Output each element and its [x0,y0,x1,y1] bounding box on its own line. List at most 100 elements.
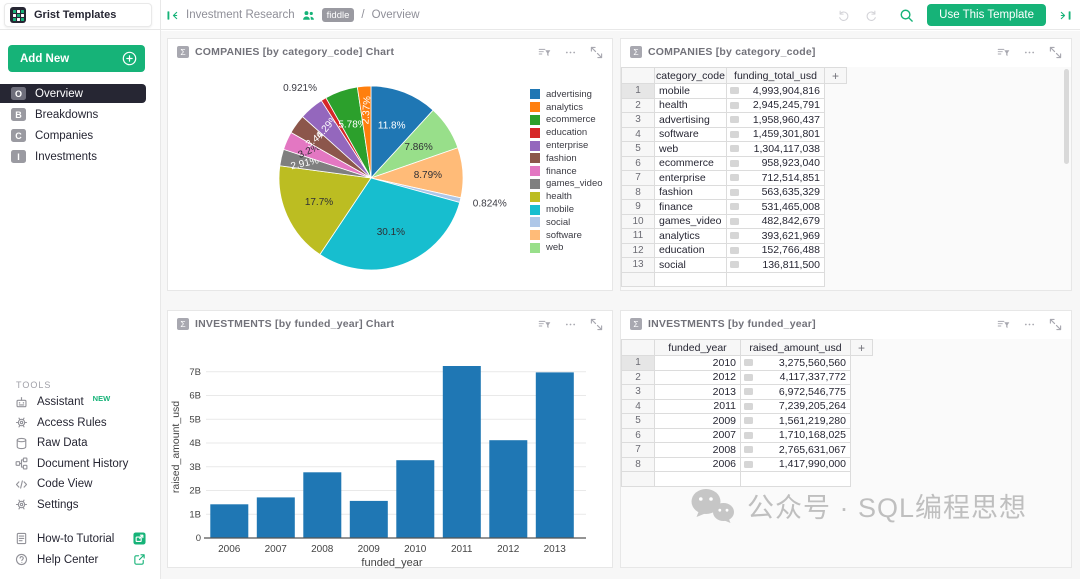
row-number[interactable]: 9 [621,200,655,215]
panel-header[interactable]: Σ COMPANIES [by category_code] Chart [168,39,612,65]
row-number[interactable]: 4 [621,127,655,142]
bar-2007[interactable] [256,497,295,538]
row-number[interactable]: 1 [621,356,655,371]
cell-category-code[interactable]: web [655,142,727,157]
tool-code-view[interactable]: Code View [0,474,160,495]
cell-category-code[interactable]: finance [655,200,727,215]
bar-2013[interactable] [535,372,574,538]
row-number[interactable]: 4 [621,399,655,414]
cell-funded-year[interactable]: 2006 [655,457,741,472]
empty-cell[interactable] [655,472,741,487]
legend-item-software[interactable]: software [530,229,603,242]
row-number[interactable]: 5 [621,142,655,157]
panel-header[interactable]: Σ COMPANIES [by category_code] [621,39,1071,65]
menu-dots-icon[interactable] [564,46,577,59]
cell-raised-amount-usd[interactable]: 1,561,219,280 [741,414,851,429]
row-number[interactable]: 13 [621,258,655,273]
add-column-button[interactable]: + [825,67,847,84]
cell-funding-total-usd[interactable]: 152,766,488 [727,243,825,258]
app-logo[interactable]: Grist Templates [4,3,152,27]
investments-grid[interactable]: funded_year raised_amount_usd +1 2010 3,275,… [621,339,1071,567]
column-header-funding-total-usd[interactable]: funding_total_usd [727,67,825,84]
expand-icon[interactable] [590,46,603,59]
open-left-panel-icon[interactable] [166,9,179,22]
doc-badge[interactable]: fiddle [321,8,355,22]
cell-category-code[interactable]: games_video [655,214,727,229]
breadcrumb-page[interactable]: Overview [371,9,420,21]
cell-funding-total-usd[interactable]: 1,459,301,801 [727,127,825,142]
row-number[interactable]: 11 [621,229,655,244]
search-icon[interactable] [899,8,914,23]
open-right-panel-icon[interactable] [1059,9,1072,22]
cell-category-code[interactable]: education [655,243,727,258]
legend-item-health[interactable]: health [530,190,603,203]
row-number[interactable]: 7 [621,171,655,186]
legend-item-education[interactable]: education [530,126,603,139]
cell-funded-year[interactable]: 2011 [655,399,741,414]
cell-category-code[interactable]: health [655,98,727,113]
tool-document-history[interactable]: Document History [0,454,160,475]
expand-icon[interactable] [1049,46,1062,59]
menu-dots-icon[interactable] [564,318,577,331]
row-number[interactable]: 3 [621,385,655,400]
redo-icon[interactable] [864,8,878,22]
row-number-header[interactable] [621,339,655,356]
cell-funding-total-usd[interactable]: 958,923,040 [727,156,825,171]
menu-dots-icon[interactable] [1023,318,1036,331]
bar-2011[interactable] [442,366,481,538]
cell-raised-amount-usd[interactable]: 4,117,337,772 [741,370,851,385]
sort-filter-icon[interactable] [997,318,1010,331]
bar-2008[interactable] [303,472,342,538]
menu-dots-icon[interactable] [1023,46,1036,59]
use-this-template-button[interactable]: Use This Template [927,4,1046,26]
new-row[interactable] [621,472,1071,487]
cell-funded-year[interactable]: 2007 [655,428,741,443]
cell-funded-year[interactable]: 2010 [655,356,741,371]
cell-funding-total-usd[interactable]: 1,958,960,437 [727,113,825,128]
cell-funding-total-usd[interactable]: 4,993,904,816 [727,84,825,99]
cell-category-code[interactable]: analytics [655,229,727,244]
row-number[interactable]: 10 [621,214,655,229]
cell-raised-amount-usd[interactable]: 1,710,168,025 [741,428,851,443]
empty-cell[interactable] [727,272,825,287]
pie-slice-mobile[interactable] [319,177,461,271]
video-popout-icon[interactable] [133,532,146,545]
row-number[interactable]: 7 [621,443,655,458]
bar-2006[interactable] [210,504,249,538]
pie-slice-analytics[interactable] [356,85,372,179]
legend-item-advertising[interactable]: advertising [530,88,603,101]
add-new-button[interactable]: Add New [8,45,145,72]
cell-category-code[interactable]: mobile [655,84,727,99]
tool-raw-data[interactable]: Raw Data [0,433,160,454]
cell-category-code[interactable]: social [655,258,727,273]
row-number[interactable]: 1 [621,84,655,99]
cell-raised-amount-usd[interactable]: 3,275,560,560 [741,356,851,371]
pie-slice-advertising[interactable] [370,85,434,180]
column-header-funded-year[interactable]: funded_year [655,339,741,356]
column-header-raised-amount-usd[interactable]: raised_amount_usd [741,339,851,356]
cell-funded-year[interactable]: 2012 [655,370,741,385]
undo-icon[interactable] [837,8,851,22]
empty-cell[interactable] [741,472,851,487]
cell-funded-year[interactable]: 2008 [655,443,741,458]
tool-settings[interactable]: Settings [0,495,160,516]
vertical-scrollbar[interactable] [1064,69,1069,164]
sort-filter-icon[interactable] [997,46,1010,59]
row-number[interactable]: 6 [621,428,655,443]
empty-cell[interactable] [655,272,727,287]
row-number[interactable]: 2 [621,98,655,113]
footer-help-center[interactable]: Help Center [0,549,160,570]
sort-filter-icon[interactable] [538,46,551,59]
cell-category-code[interactable]: fashion [655,185,727,200]
row-number[interactable]: 6 [621,156,655,171]
add-column-button[interactable]: + [851,339,873,356]
new-row-number[interactable] [621,272,655,287]
row-number[interactable]: 8 [621,185,655,200]
cell-category-code[interactable]: software [655,127,727,142]
bar-2012[interactable] [489,440,528,538]
cell-funding-total-usd[interactable]: 393,621,969 [727,229,825,244]
bar-2010[interactable] [396,460,435,538]
row-number[interactable]: 3 [621,113,655,128]
row-number[interactable]: 8 [621,457,655,472]
tool-assistant[interactable]: Assistant NEW [0,392,160,413]
